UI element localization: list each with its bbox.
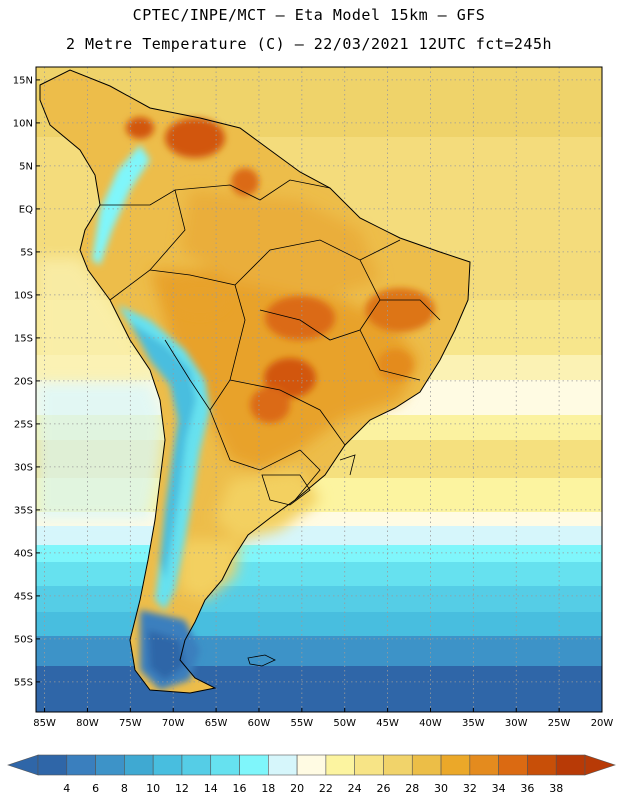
colorbar-swatch bbox=[152, 754, 183, 776]
lat-tick-label: 25S bbox=[14, 419, 33, 430]
map-title-line-2: 2 Metre Temperature (C) – 22/03/2021 12U… bbox=[65, 35, 553, 53]
lon-tick-label: 50W bbox=[333, 718, 356, 729]
colorbar-swatch bbox=[527, 754, 557, 776]
colorbar-swatch bbox=[555, 754, 586, 776]
lat-tick-label: 30S bbox=[14, 462, 33, 473]
lon-tick-label: 75W bbox=[119, 718, 142, 729]
colorbar-swatch bbox=[440, 754, 471, 776]
plot-frame bbox=[35, 66, 603, 713]
lon-tick-label: 70W bbox=[162, 718, 185, 729]
map-title-line-1: CPTEC/INPE/MCT – Eta Model 15km – GFS bbox=[132, 6, 486, 24]
lon-tick-label: 65W bbox=[205, 718, 228, 729]
colorbar-swatch bbox=[498, 754, 528, 776]
colorbar-label: 18 bbox=[261, 782, 275, 795]
colorbar-label: 26 bbox=[376, 782, 390, 795]
colorbar-label: 8 bbox=[121, 782, 128, 795]
colorbar-swatch bbox=[383, 754, 413, 776]
colorbar-swatch bbox=[325, 754, 355, 776]
lon-tick-label: 35W bbox=[462, 718, 485, 729]
lon-tick-label: 80W bbox=[76, 718, 99, 729]
colorbar-label: 24 bbox=[348, 782, 362, 795]
lon-tick-label: 25W bbox=[548, 718, 571, 729]
lat-tick-label: 50S bbox=[14, 634, 33, 645]
coastline bbox=[39, 69, 471, 694]
colorbar-low-arrow bbox=[7, 754, 39, 776]
colorbar-swatch bbox=[95, 754, 125, 776]
lat-tick-label: 10N bbox=[13, 118, 33, 129]
colorbar-swatch bbox=[411, 754, 442, 776]
lat-tick-label: 5N bbox=[19, 161, 33, 172]
map-field bbox=[36, 67, 602, 712]
colorbar-swatch bbox=[354, 754, 384, 776]
colorbar-label: 12 bbox=[175, 782, 189, 795]
colorbar-swatch bbox=[66, 754, 96, 776]
colorbar-label: 34 bbox=[492, 782, 506, 795]
lat-tick-label: 45S bbox=[14, 591, 33, 602]
lon-tick-label: 20W bbox=[591, 718, 614, 729]
colorbar-label: 36 bbox=[520, 782, 534, 795]
colorbar-label: 22 bbox=[319, 782, 333, 795]
colorbar-label: 20 bbox=[290, 782, 304, 795]
lat-tick-label: 20S bbox=[14, 376, 33, 387]
lon-tick-label: 85W bbox=[33, 718, 56, 729]
temperature-map: 15N 10N 5N EQ 5S 10S 15S 20S 25S 30S 35S 40S 45S 50S 5… bbox=[13, 66, 614, 729]
colorbar-swatch bbox=[469, 754, 499, 776]
colorbar-label: 30 bbox=[434, 782, 448, 795]
lat-tick-label: 55S bbox=[14, 677, 33, 688]
colorbar-swatch bbox=[296, 754, 327, 776]
temperature-colorbar: 4 6 8 10 12 14 16 18 20 22 24 26 28 30 32 34 36 38 bbox=[7, 754, 616, 795]
lon-tick-label: 30W bbox=[505, 718, 528, 729]
lat-tick-label: 5S bbox=[20, 247, 33, 258]
lon-tick-label: 40W bbox=[419, 718, 442, 729]
lat-tick-label: 10S bbox=[14, 290, 33, 301]
borders bbox=[100, 179, 441, 506]
colorbar-label: 38 bbox=[549, 782, 563, 795]
lon-tick-label: 60W bbox=[248, 718, 271, 729]
falkland-islands bbox=[247, 654, 276, 667]
colorbar-swatch bbox=[181, 754, 212, 776]
lat-tick-label: 15S bbox=[14, 333, 33, 344]
colorbar-label: 10 bbox=[146, 782, 160, 795]
colorbar-label: 6 bbox=[92, 782, 99, 795]
colorbar-swatch bbox=[210, 754, 240, 776]
colorbar-label: 28 bbox=[405, 782, 419, 795]
colorbar-label: 16 bbox=[233, 782, 247, 795]
lon-tick-label: 55W bbox=[291, 718, 314, 729]
lat-tick-label: EQ bbox=[19, 204, 33, 215]
colorbar-swatch bbox=[268, 754, 298, 776]
colorbar-swatch bbox=[37, 754, 68, 776]
colorbar-label: 4 bbox=[63, 782, 70, 795]
colorbar-swatch bbox=[239, 754, 269, 776]
map-axes: 15N 10N 5N EQ 5S 10S 15S 20S 25S 30S 35S 40S 45S 50S 5… bbox=[13, 75, 614, 729]
lat-tick-label: 40S bbox=[14, 548, 33, 559]
colorbar-label: 32 bbox=[463, 782, 477, 795]
colorbar-swatch bbox=[124, 754, 154, 776]
colorbar-high-arrow bbox=[584, 754, 616, 776]
lat-tick-label: 15N bbox=[13, 75, 33, 86]
lat-tick-label: 35S bbox=[14, 505, 33, 516]
colorbar-label: 14 bbox=[204, 782, 218, 795]
lon-tick-label: 45W bbox=[376, 718, 399, 729]
